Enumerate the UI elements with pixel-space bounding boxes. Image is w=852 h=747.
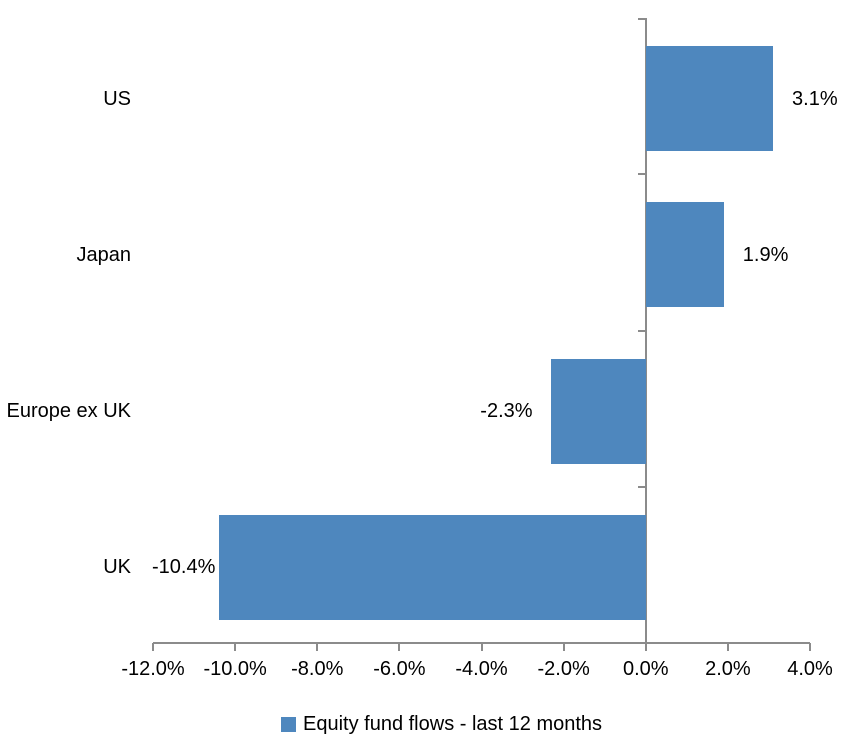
legend: Equity fund flows - last 12 months <box>281 711 602 737</box>
x-axis-tick <box>644 643 647 651</box>
x-axis-tick <box>234 643 237 651</box>
x-axis-tick-label: -6.0% <box>373 658 426 680</box>
zero-axis-line <box>644 18 647 651</box>
x-axis-tick <box>316 643 319 651</box>
value-label-europe-ex-uk: -2.3% <box>480 400 533 422</box>
bar-uk <box>218 514 646 620</box>
category-label-japan: Japan <box>76 243 132 266</box>
category-label-us: US <box>103 87 131 110</box>
x-axis-tick-label: -12.0% <box>121 658 185 680</box>
x-axis-tick-label: -4.0% <box>455 658 508 680</box>
x-axis-tick-label: 4.0% <box>787 658 833 680</box>
x-axis-tick <box>809 643 811 651</box>
bar-japan <box>645 202 724 308</box>
category-tick <box>637 330 646 332</box>
x-axis-tick-label: 2.0% <box>705 658 751 680</box>
x-axis-tick-label: -2.0% <box>537 658 590 680</box>
x-axis-tick-label: 0.0% <box>622 658 669 680</box>
category-tick <box>637 486 646 488</box>
x-axis-tick <box>480 643 483 651</box>
x-axis-tick <box>562 643 565 651</box>
legend-label: Equity fund flows - last 12 months <box>303 713 603 735</box>
x-axis-tick <box>152 643 154 651</box>
x-axis-tick-label: -10.0% <box>203 658 267 680</box>
legend-swatch-icon <box>281 716 296 732</box>
x-axis-tick <box>398 643 401 651</box>
x-axis-tick <box>726 643 729 651</box>
bar-europe-ex-uk <box>551 358 646 464</box>
value-label-japan: 1.9% <box>742 243 789 266</box>
value-label-uk: -10.4% <box>152 556 216 579</box>
category-tick <box>637 173 646 175</box>
category-label-uk: UK <box>103 556 131 579</box>
bar-us <box>645 46 774 151</box>
category-label-europe-ex-uk: Europe ex UK <box>6 400 131 422</box>
x-axis-tick-label: -8.0% <box>291 658 344 680</box>
value-label-us: 3.1% <box>792 87 838 110</box>
category-tick <box>637 18 646 20</box>
